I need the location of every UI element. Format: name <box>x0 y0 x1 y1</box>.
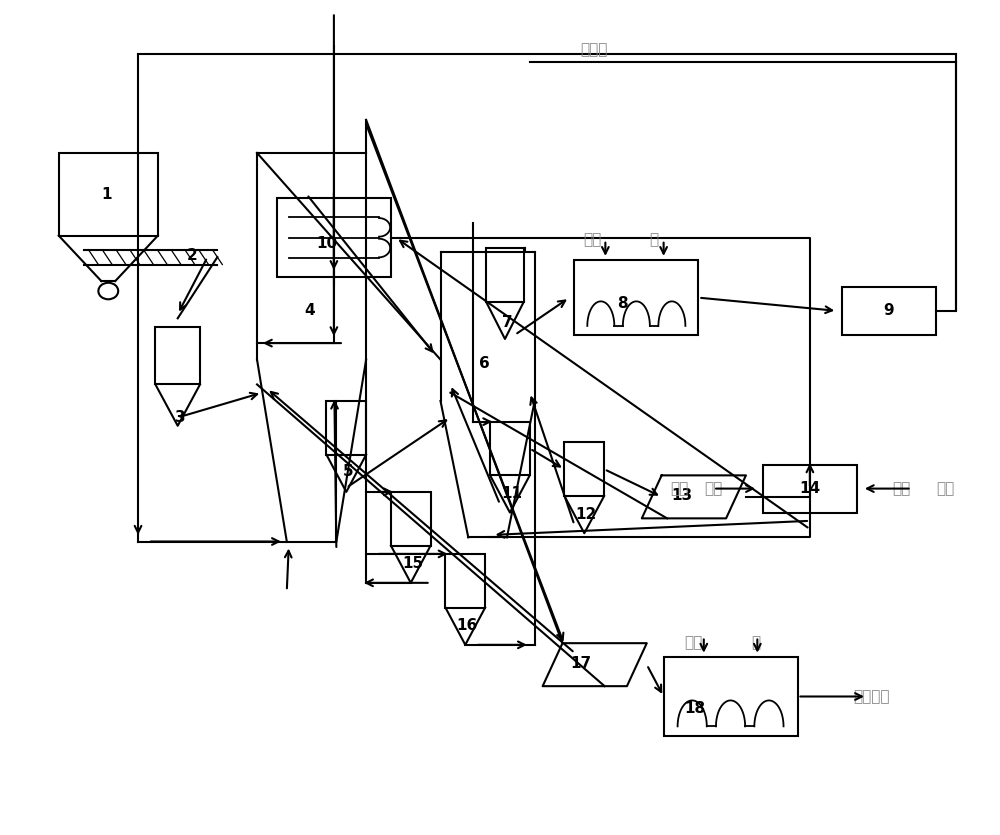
Text: 煎气: 煎气 <box>893 481 911 496</box>
Text: 13: 13 <box>671 488 692 503</box>
Text: 8: 8 <box>617 296 627 311</box>
Bar <box>574 261 698 335</box>
Text: 15: 15 <box>402 556 423 571</box>
Text: 水: 水 <box>751 635 760 650</box>
Text: 蔭汽: 蔭汽 <box>583 232 601 247</box>
Text: 5: 5 <box>343 463 354 478</box>
Text: 2: 2 <box>187 248 198 263</box>
Bar <box>445 554 485 608</box>
Bar <box>486 248 524 301</box>
Text: 17: 17 <box>571 655 592 671</box>
Text: 4: 4 <box>304 302 315 317</box>
Bar <box>664 657 798 736</box>
Text: 水: 水 <box>649 232 658 247</box>
Text: 9: 9 <box>883 303 894 318</box>
Text: 蔭汽: 蔭汽 <box>684 635 702 650</box>
Bar <box>564 443 604 496</box>
Text: 煤气: 煤气 <box>936 481 955 496</box>
Text: 7: 7 <box>502 315 512 330</box>
Bar <box>155 326 200 384</box>
Text: 12: 12 <box>576 507 597 522</box>
Bar <box>277 199 391 277</box>
Bar <box>59 153 158 235</box>
Text: 18: 18 <box>685 701 706 716</box>
Text: 11: 11 <box>501 486 522 501</box>
Text: 6: 6 <box>479 357 490 372</box>
Bar <box>391 492 431 545</box>
Text: 1: 1 <box>101 187 112 202</box>
Text: 空气: 空气 <box>704 481 722 496</box>
Bar <box>842 287 936 335</box>
Text: 空气: 空气 <box>670 481 688 496</box>
Text: 10: 10 <box>316 236 337 251</box>
Text: 14: 14 <box>799 481 820 496</box>
Text: 废气排放: 废气排放 <box>854 690 890 705</box>
Bar <box>326 401 366 455</box>
Text: 混合气: 混合气 <box>581 42 608 57</box>
Text: 16: 16 <box>457 619 478 633</box>
Bar <box>490 422 530 475</box>
Bar <box>763 464 857 513</box>
Text: 3: 3 <box>175 410 186 425</box>
